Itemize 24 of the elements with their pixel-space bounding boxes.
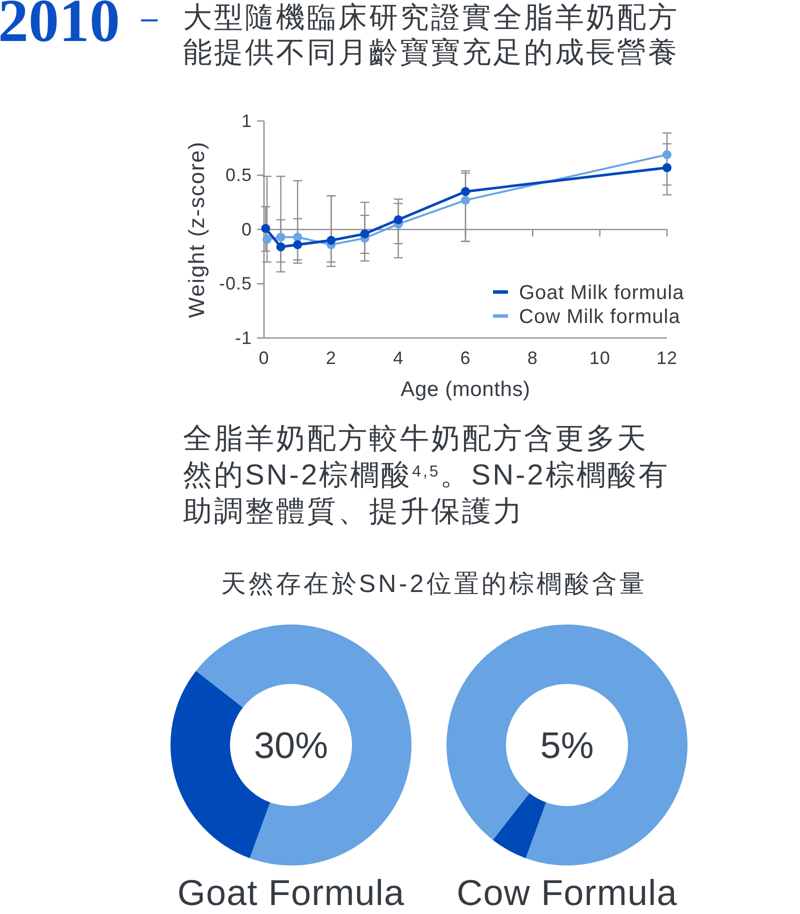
x-tick-label: 8 (527, 348, 538, 368)
x-tick-label: 2 (326, 348, 336, 368)
x-tick-label: 4 (393, 348, 404, 368)
text: 全脂羊奶配方較牛奶配方含更多天然的SN-2棕櫚酸$^{4,5}$。SN-2棕櫚酸有助調整體質、提升保護力 (183, 423, 670, 528)
legend-label: Cow Milk formula (519, 306, 681, 328)
text: 天然存在於SN-2位置的棕櫚酸含量 (220, 570, 648, 598)
chart-title: 2010 – (0, 0, 158, 55)
y-axis-title: Weight (z-score) (184, 141, 209, 318)
x-tick-label: 0 (258, 348, 270, 368)
x-axis-title: Age (months) (400, 378, 530, 401)
x-tick-label: 10 (589, 348, 610, 368)
text: Cow Formula (456, 872, 678, 913)
y-tick-label: 0 (241, 219, 252, 240)
x-tick-label: 12 (656, 348, 678, 368)
y-tick-label: 1 (241, 110, 252, 131)
text: 5% (540, 725, 594, 766)
y-tick-label: 0.5 (225, 165, 252, 186)
y-tick-label: -0.5 (218, 274, 252, 294)
text: 30% (254, 725, 328, 766)
chart-subtitle: 大型隨機臨床研究證實全脂羊奶配方能提供不同月齡寶寶充足的成長營養 (183, 2, 679, 69)
y-tick-label: -1 (234, 328, 252, 348)
legend-label: Goat Milk formula (519, 282, 685, 304)
x-tick-label: 6 (460, 348, 471, 368)
text: Goat Formula (177, 872, 406, 913)
